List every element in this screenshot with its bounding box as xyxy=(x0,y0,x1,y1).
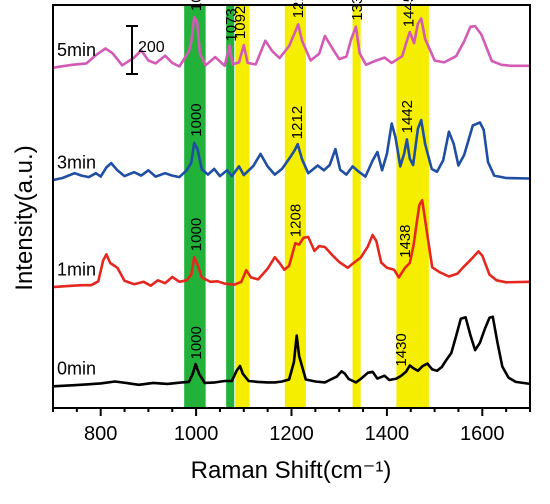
peak-label-13: 1430 xyxy=(393,333,410,366)
spectra-lines xyxy=(52,15,531,388)
series-label-1min: 1min xyxy=(57,260,96,280)
series-line-5min xyxy=(52,15,530,69)
series-line-3min xyxy=(52,118,531,182)
series-label-5min: 5min xyxy=(57,40,96,60)
band-2 xyxy=(235,5,250,408)
peak-label-6: 1000 xyxy=(188,103,205,136)
series-label-3min: 3min xyxy=(57,152,96,172)
scale-bar-label: 200 xyxy=(138,39,165,56)
y-axis-title: Intensity(a.u.) xyxy=(11,145,38,290)
peak-label-3: 1214 xyxy=(290,0,307,18)
band-4 xyxy=(352,5,361,408)
series-labels: 5min 3min 1min 0min xyxy=(57,40,96,379)
peak-label-12: 1000 xyxy=(188,326,205,359)
x-tick-label-2: 1200 xyxy=(269,423,314,445)
series-label-0min: 0min xyxy=(57,359,96,379)
peak-label-8: 1442 xyxy=(399,100,416,133)
peak-label-4: 1337 xyxy=(349,0,366,21)
peak-label-1: 1073 xyxy=(223,8,240,41)
band-highlights xyxy=(184,5,429,408)
scale-bar: 200 xyxy=(126,25,165,75)
x-tick-label-4: 1600 xyxy=(460,423,505,445)
peak-label-9: 1000 xyxy=(188,218,205,251)
series-line-0min xyxy=(52,315,531,388)
peak-label-10: 1208 xyxy=(287,204,304,237)
band-0 xyxy=(184,5,206,408)
peak-label-5: 1445 xyxy=(400,0,417,27)
series-line-1min xyxy=(52,198,531,289)
peak-label-2: 1092 xyxy=(232,6,249,39)
x-tick-label-1: 1000 xyxy=(174,423,219,445)
x-tick-label-0: 800 xyxy=(84,423,117,445)
peak-label-7: 1212 xyxy=(289,106,306,139)
peak-label-11: 1438 xyxy=(397,225,414,258)
x-ticks: 800 1000 1200 1400 1600 xyxy=(52,408,531,445)
band-1 xyxy=(226,5,235,408)
x-tick-label-3: 1400 xyxy=(365,423,410,445)
x-axis-title: Raman Shift(cm⁻¹) xyxy=(191,457,392,484)
band-3 xyxy=(284,5,306,408)
